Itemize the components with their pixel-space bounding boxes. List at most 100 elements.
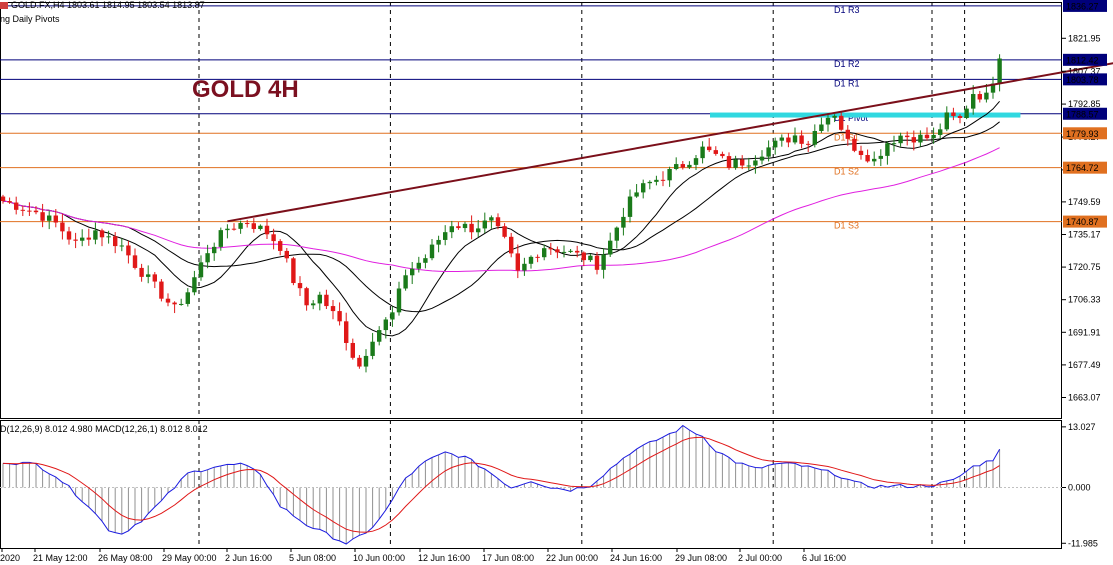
- candle-body: [627, 196, 633, 217]
- candle: [47, 210, 52, 230]
- candle-body: [502, 226, 507, 237]
- candle: [139, 263, 144, 282]
- price-badge-text: 1836.27: [1066, 1, 1099, 11]
- candle: [53, 209, 58, 228]
- price-badge: 1803.78: [1063, 73, 1107, 86]
- candle-body: [555, 249, 560, 253]
- time-tick-label: 17 Jun 08:00: [482, 553, 534, 563]
- candle-body: [429, 244, 435, 259]
- candle-body: [700, 146, 705, 159]
- candle-body: [264, 225, 270, 235]
- price-badge-bg: [1063, 0, 1107, 12]
- candle: [766, 140, 771, 162]
- candle: [700, 141, 705, 164]
- candle-body: [132, 255, 138, 268]
- candle-body: [601, 254, 606, 270]
- price-axis: 1821.951807.371792.851778.271763.751749.…: [1062, 0, 1107, 402]
- candle: [489, 215, 494, 229]
- time-tick-label: 29 Jun 08:00: [675, 553, 727, 563]
- candle-body: [713, 150, 718, 154]
- time-tick-label: 26 May 08:00: [98, 553, 153, 563]
- candle-body: [317, 294, 322, 304]
- pivot-label: D1 R2: [834, 59, 860, 69]
- candle: [66, 226, 72, 245]
- candle: [297, 276, 303, 297]
- candle: [601, 248, 606, 279]
- price-badge-text: 1740.87: [1066, 217, 1099, 227]
- candle-body: [693, 158, 699, 165]
- candle: [918, 130, 923, 147]
- candle: [119, 238, 124, 252]
- candle-body: [535, 256, 540, 258]
- candle-body: [106, 236, 111, 238]
- price-badge: 1812.42: [1063, 53, 1107, 66]
- candle-body: [548, 248, 553, 250]
- pivot-label: D1 R1: [834, 78, 860, 88]
- pivot-label: D1 S2: [834, 167, 859, 177]
- candle: [410, 261, 415, 285]
- candle: [924, 127, 930, 141]
- candle-body: [891, 143, 897, 145]
- time-tick-label: 12 Jun 16:00: [418, 553, 470, 563]
- candle: [964, 105, 969, 120]
- candle: [363, 349, 369, 373]
- candle-body: [522, 263, 527, 271]
- candle-body: [614, 227, 619, 241]
- candle: [627, 189, 633, 223]
- candle: [515, 244, 520, 279]
- candle: [528, 255, 534, 269]
- price-badge-bg: [1063, 127, 1107, 140]
- macd-line: [2, 424, 1001, 545]
- time-axis: 2020 21 May 12:00 26 May 08:00 29 May 00:00…: [0, 548, 846, 563]
- candle: [278, 239, 283, 256]
- candle-body: [667, 169, 672, 181]
- candle-body: [40, 212, 45, 221]
- candle: [806, 140, 811, 152]
- macd-axis: 13.027 0.000 -11.985: [1062, 422, 1098, 548]
- price-badge-bg: [1063, 53, 1107, 66]
- candle-body: [113, 236, 118, 247]
- candle: [957, 114, 963, 124]
- candle: [0, 194, 6, 204]
- time-tick-label: 10 Jun 00:00: [353, 553, 405, 563]
- candle: [165, 293, 171, 307]
- candle-body: [73, 239, 78, 241]
- candle: [449, 220, 454, 239]
- price-tick-label: 1663.07: [1068, 392, 1101, 402]
- candle-body: [152, 274, 157, 282]
- candle-body: [179, 303, 184, 305]
- candle: [740, 155, 745, 170]
- candle: [304, 286, 309, 311]
- candle-body: [561, 251, 567, 253]
- candle-body: [581, 252, 586, 261]
- candle: [198, 255, 204, 281]
- candle: [938, 123, 943, 139]
- candle: [225, 224, 230, 239]
- price-tick-label: 1792.85: [1068, 99, 1101, 109]
- candle-body: [363, 355, 369, 367]
- candle: [231, 223, 237, 231]
- candle-body: [806, 143, 811, 145]
- candle-body: [971, 94, 976, 109]
- candle-body: [410, 268, 415, 276]
- symbol-line: GOLD.FX,H4 1803.61 1814.95 1803.54 1813.…: [11, 0, 205, 10]
- candle: [746, 157, 751, 171]
- candle-body: [304, 288, 309, 306]
- candle: [614, 226, 619, 249]
- indicator-line: ng Daily Pivots: [0, 14, 60, 24]
- candle-body: [575, 250, 580, 253]
- candle: [33, 206, 39, 215]
- macd-tick-label: -11.985: [1068, 538, 1098, 548]
- candle: [522, 257, 527, 276]
- candle: [548, 242, 553, 255]
- candle-body: [542, 248, 547, 258]
- price-badge: 1836.27: [1063, 0, 1107, 12]
- candle: [792, 127, 798, 145]
- price-badge-text: 1812.42: [1066, 55, 1099, 65]
- candle: [693, 154, 699, 170]
- candle-body: [674, 164, 679, 170]
- candle-body: [93, 230, 98, 240]
- candle-body: [852, 138, 857, 151]
- candle-body: [330, 306, 336, 312]
- candle: [146, 265, 151, 284]
